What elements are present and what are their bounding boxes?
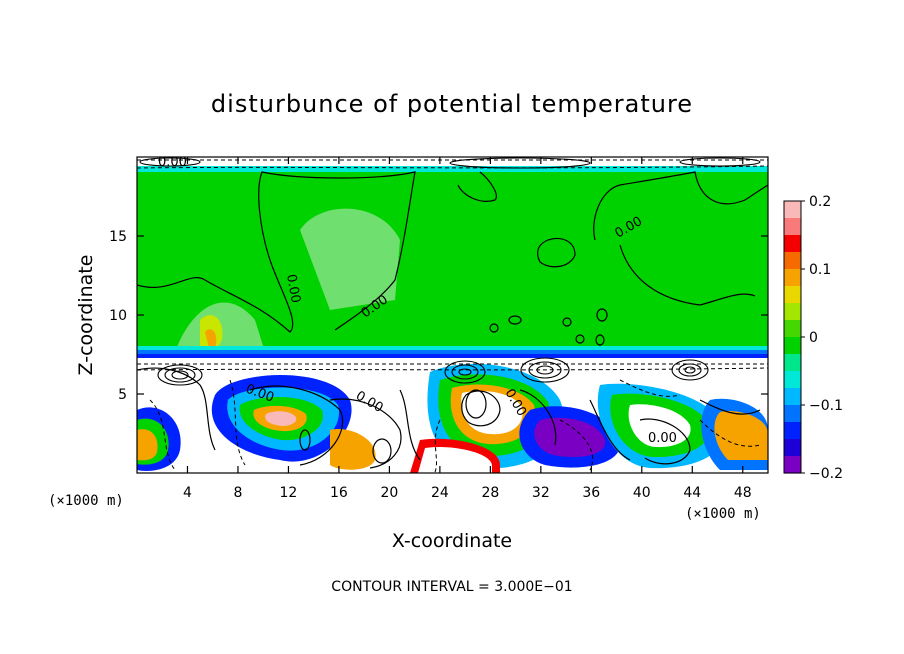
chart-title: disturbunce of potential temperature bbox=[211, 90, 693, 118]
colorbar-swatch bbox=[784, 269, 801, 287]
x-tick-label: 4 bbox=[183, 485, 192, 501]
colorbar-swatch bbox=[784, 320, 801, 338]
colorbar-swatch bbox=[784, 439, 801, 457]
contour-clusters bbox=[139, 157, 761, 386]
x-tick-label: 44 bbox=[683, 485, 701, 501]
colorbar bbox=[783, 200, 802, 474]
colorbar-swatch bbox=[784, 371, 801, 389]
colorbar-tick-label: 0 bbox=[809, 330, 818, 346]
colorbar-tick-label: 0.1 bbox=[809, 262, 831, 278]
colorbar-tick-label: −0.2 bbox=[809, 466, 843, 482]
colorbar-swatch bbox=[784, 235, 801, 253]
colorbar-swatch bbox=[784, 252, 801, 270]
colorbar-swatch bbox=[784, 388, 801, 406]
x-tick-label: 12 bbox=[280, 485, 298, 501]
colorbar-swatch bbox=[784, 218, 801, 236]
contour-lines bbox=[137, 171, 768, 469]
x-axis-label: X-coordinate bbox=[392, 530, 512, 552]
y-axis-label: Z-coordinate bbox=[75, 255, 97, 376]
plot-area: 0.00 0.00 0.00 0.00 0.00 0.00 0.00 0.00 bbox=[137, 155, 768, 473]
x-tick-label: 32 bbox=[532, 485, 550, 501]
contour-label: 0.00 bbox=[648, 431, 677, 446]
colorbar-tick-label: 0.2 bbox=[809, 194, 831, 210]
colorbar-ticks: 0.2 0.1 0 −0.1 −0.2 bbox=[801, 194, 843, 482]
field-top-band bbox=[137, 165, 768, 172]
x-tick-label: 40 bbox=[633, 485, 651, 501]
x-tick-label: 24 bbox=[431, 485, 449, 501]
contour-label: 0.00 bbox=[283, 273, 303, 304]
x-tick-label: 20 bbox=[380, 485, 398, 501]
field-cyan-band bbox=[137, 346, 768, 350]
colorbar-swatch bbox=[784, 456, 801, 474]
colorbar-swatch bbox=[784, 405, 801, 423]
field-darkblue-band bbox=[137, 354, 768, 358]
x-tick-label: 48 bbox=[734, 485, 752, 501]
colorbar-swatch bbox=[784, 422, 801, 440]
x-unit-right: (×1000 m) bbox=[685, 506, 761, 522]
contour-label: 0.00 bbox=[158, 155, 187, 170]
x-unit-left: (×1000 m) bbox=[48, 493, 124, 509]
colorbar-swatch bbox=[784, 337, 801, 355]
y-tick-label: 5 bbox=[118, 387, 127, 403]
y-tick-label: 15 bbox=[109, 229, 127, 245]
x-tick-label: 8 bbox=[233, 485, 242, 501]
field-light-region bbox=[300, 208, 400, 310]
x-tick-label: 16 bbox=[330, 485, 348, 501]
y-tick-label: 10 bbox=[109, 308, 127, 324]
colorbar-swatch bbox=[784, 354, 801, 372]
x-tick-label: 28 bbox=[481, 485, 499, 501]
colorbar-swatch bbox=[784, 303, 801, 321]
x-tick-label: 36 bbox=[582, 485, 600, 501]
colorbar-swatch bbox=[784, 201, 801, 219]
x-axis: 4 8 12 16 20 24 28 32 36 40 44 48 bbox=[183, 157, 752, 501]
y-axis: 5 10 15 bbox=[109, 229, 768, 403]
colorbar-swatch bbox=[784, 286, 801, 304]
contour-interval-note: CONTOUR INTERVAL = 3.000E−01 bbox=[331, 579, 572, 595]
colorbar-tick-label: −0.1 bbox=[809, 398, 843, 414]
contour-dashed bbox=[137, 159, 768, 473]
field-blue-band bbox=[137, 350, 768, 354]
